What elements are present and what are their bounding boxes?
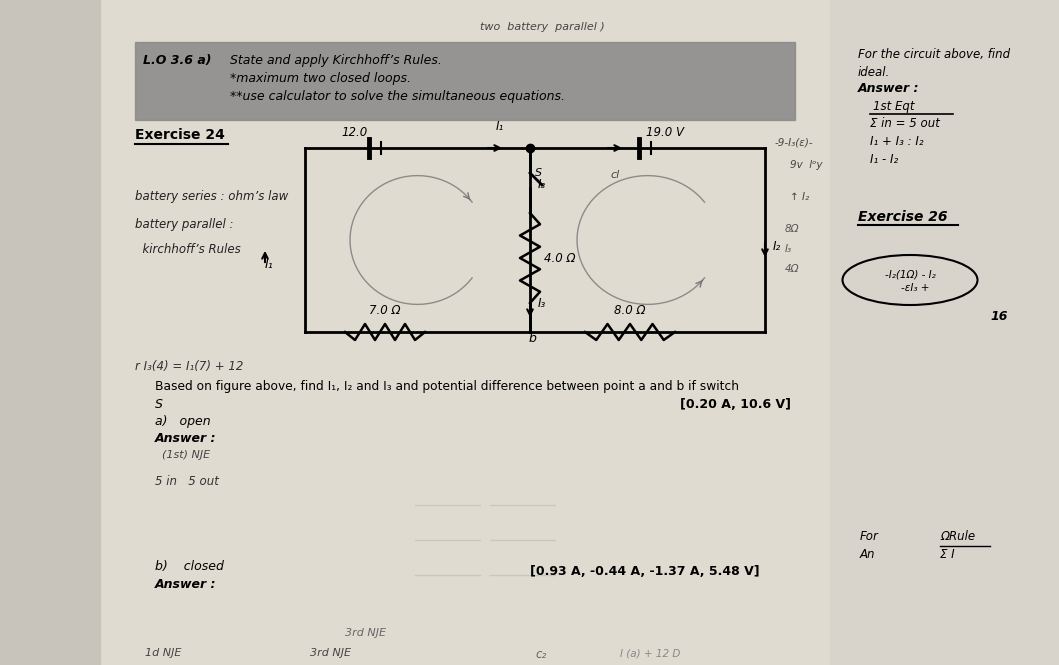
Text: ideal.: ideal. [858, 66, 891, 79]
Text: 4Ω: 4Ω [785, 264, 800, 274]
Text: I₁: I₁ [496, 120, 504, 133]
Text: 5 in   5 out: 5 in 5 out [155, 475, 219, 488]
Text: (1st) NJE: (1st) NJE [162, 450, 210, 460]
Text: For: For [860, 530, 879, 543]
Text: Answer :: Answer : [155, 578, 216, 591]
Text: two  battery  parallel ): two battery parallel ) [480, 22, 605, 32]
Text: 9v  lᵒy: 9v lᵒy [790, 160, 823, 170]
Text: State and apply Kirchhoff’s Rules.: State and apply Kirchhoff’s Rules. [230, 54, 442, 67]
Text: An: An [860, 548, 876, 561]
Text: cl: cl [610, 170, 620, 180]
Text: 3rd NJE: 3rd NJE [345, 628, 385, 638]
Text: I₃: I₃ [785, 244, 792, 254]
Text: 7.0 Ω: 7.0 Ω [370, 304, 400, 317]
Text: -εI₃ +: -εI₃ + [901, 283, 929, 293]
Text: I (a) + 12 D: I (a) + 12 D [620, 648, 680, 658]
Text: c₂: c₂ [535, 648, 546, 661]
Text: 16: 16 [990, 310, 1007, 323]
Text: 3rd NJE: 3rd NJE [310, 648, 351, 658]
Text: b)    closed: b) closed [155, 560, 223, 573]
Text: *maximum two closed loops.: *maximum two closed loops. [230, 72, 411, 85]
Text: I₃: I₃ [538, 297, 546, 310]
Text: [0.20 A, 10.6 V]: [0.20 A, 10.6 V] [680, 398, 791, 411]
Text: For the circuit above, find: For the circuit above, find [858, 48, 1010, 61]
Text: 4.0 Ω: 4.0 Ω [544, 251, 575, 265]
Text: Answer :: Answer : [858, 82, 919, 95]
Text: I₃: I₃ [538, 178, 546, 191]
Text: r I₃(4) = I₁(7) + 12: r I₃(4) = I₁(7) + 12 [134, 360, 244, 373]
Text: a)   open: a) open [155, 415, 211, 428]
Text: Answer :: Answer : [155, 432, 216, 445]
Text: **use calculator to solve the simultaneous equations.: **use calculator to solve the simultaneo… [230, 90, 566, 103]
Text: Exercise 24: Exercise 24 [134, 128, 225, 142]
Text: I₂: I₂ [773, 240, 782, 253]
Text: Exercise 26: Exercise 26 [858, 210, 948, 224]
Text: 1d NJE: 1d NJE [145, 648, 181, 658]
Text: 12.0: 12.0 [342, 126, 369, 139]
Text: S: S [155, 398, 163, 411]
Text: 19.0 V: 19.0 V [646, 126, 684, 139]
Text: I₁ + I₃ : I₂: I₁ + I₃ : I₂ [870, 135, 923, 148]
Text: -9-I₃(ε)-: -9-I₃(ε)- [775, 137, 813, 147]
Text: battery series : ohm’s law: battery series : ohm’s law [134, 190, 288, 203]
Text: ΩRule: ΩRule [940, 530, 975, 543]
Text: 8Ω: 8Ω [785, 224, 800, 234]
Bar [134, 42, 795, 120]
Text: I₁ - I₂: I₁ - I₂ [870, 153, 898, 166]
Text: Σ in = 5 out: Σ in = 5 out [870, 117, 940, 130]
Text: L.O 3.6 a): L.O 3.6 a) [143, 54, 212, 67]
Text: S: S [535, 168, 542, 178]
Text: Σ I: Σ I [940, 548, 954, 561]
Text: I₁: I₁ [265, 258, 273, 271]
Bar [830, 0, 1059, 665]
Bar [0, 0, 830, 665]
Text: -I₂(1Ω) - I₂: -I₂(1Ω) - I₂ [884, 269, 935, 279]
Text: 1st Eqt: 1st Eqt [873, 100, 915, 113]
Text: battery parallel :: battery parallel : [134, 218, 233, 231]
Bar [0, 0, 100, 665]
Text: Based on figure above, find I₁, I₂ and I₃ and potential difference between point: Based on figure above, find I₁, I₂ and I… [155, 380, 739, 393]
Text: 8.0 Ω: 8.0 Ω [614, 304, 646, 317]
Text: ↑ I₂: ↑ I₂ [790, 192, 809, 202]
Text: [0.93 A, -0.44 A, -1.37 A, 5.48 V]: [0.93 A, -0.44 A, -1.37 A, 5.48 V] [530, 565, 759, 578]
Text: b: b [528, 332, 536, 345]
Text: kirchhoff’s Rules: kirchhoff’s Rules [134, 243, 240, 256]
